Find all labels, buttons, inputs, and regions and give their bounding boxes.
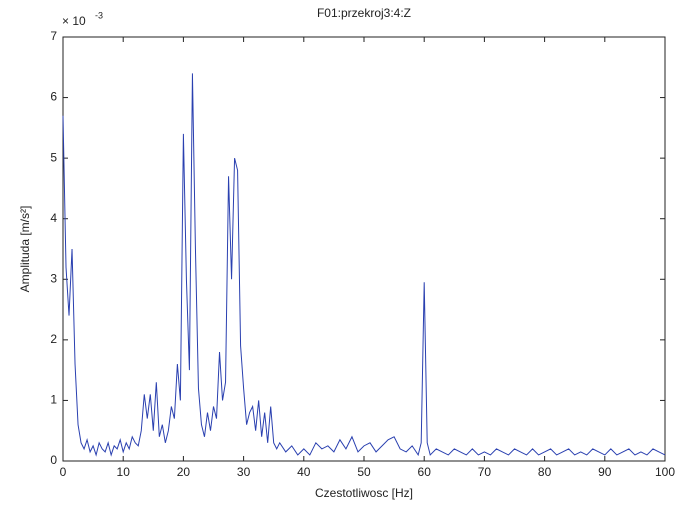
x-tick-label: 50 — [357, 465, 371, 479]
x-tick-label: 60 — [418, 465, 432, 479]
y-tick-label: 3 — [50, 271, 57, 285]
x-tick-label: 100 — [655, 465, 675, 479]
y-tick-label: 4 — [50, 211, 57, 225]
y-tick-label: 7 — [50, 29, 57, 43]
y-scale-exponent: -3 — [95, 10, 103, 20]
x-tick-label: 70 — [478, 465, 492, 479]
y-tick-label: 6 — [50, 90, 57, 104]
x-tick-label: 20 — [177, 465, 191, 479]
x-tick-label: 80 — [538, 465, 552, 479]
x-axis-label: Czestotliwosc [Hz] — [315, 486, 413, 500]
x-tick-label: 90 — [598, 465, 612, 479]
y-scale-base: × 10 — [62, 14, 86, 28]
y-tick-label: 0 — [50, 453, 57, 467]
data-line — [62, 73, 666, 457]
x-tick-label: 30 — [237, 465, 251, 479]
y-tick-label: 2 — [50, 332, 57, 346]
x-tick-label: 0 — [60, 465, 67, 479]
plot-frame — [62, 36, 666, 462]
y-tick-label: 1 — [50, 393, 57, 407]
y-tick-label: 5 — [50, 150, 57, 164]
y-axis-label: Amplituda [m/s²] — [18, 206, 32, 293]
chart-title: F01:przekroj3:4:Z — [317, 6, 411, 20]
x-tick-label: 10 — [117, 465, 131, 479]
x-tick-label: 40 — [297, 465, 311, 479]
